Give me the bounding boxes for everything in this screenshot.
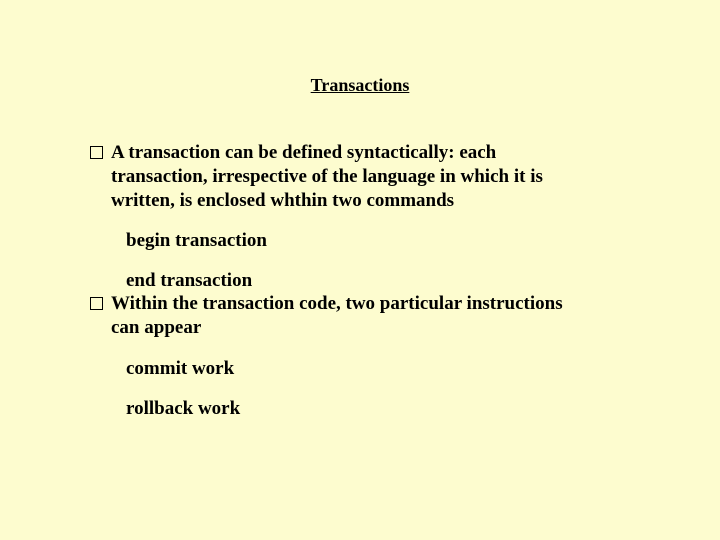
square-bullet-icon: [90, 146, 103, 159]
sub-item-commit: commit work: [126, 358, 630, 380]
slide-title: Transactions: [90, 75, 630, 96]
bullet-2-line-1: Within the transaction code, two particu…: [111, 292, 630, 316]
sub-item-end: end transaction: [126, 270, 630, 292]
bullet-1-line-1: A transaction can be defined syntactical…: [111, 141, 630, 165]
bullet-1-line-3: written, is enclosed whthin two commands: [111, 189, 630, 213]
bullet-2-line-2: can appear: [111, 316, 630, 340]
bullet-2: Within the transaction code, two particu…: [90, 292, 630, 340]
sub-item-rollback: rollback work: [126, 398, 630, 420]
sub-item-begin: begin transaction: [126, 230, 630, 252]
square-bullet-icon: [90, 297, 103, 310]
bullet-1: A transaction can be defined syntactical…: [90, 141, 630, 212]
bullet-1-line-2: transaction, irrespective of the languag…: [111, 165, 630, 189]
